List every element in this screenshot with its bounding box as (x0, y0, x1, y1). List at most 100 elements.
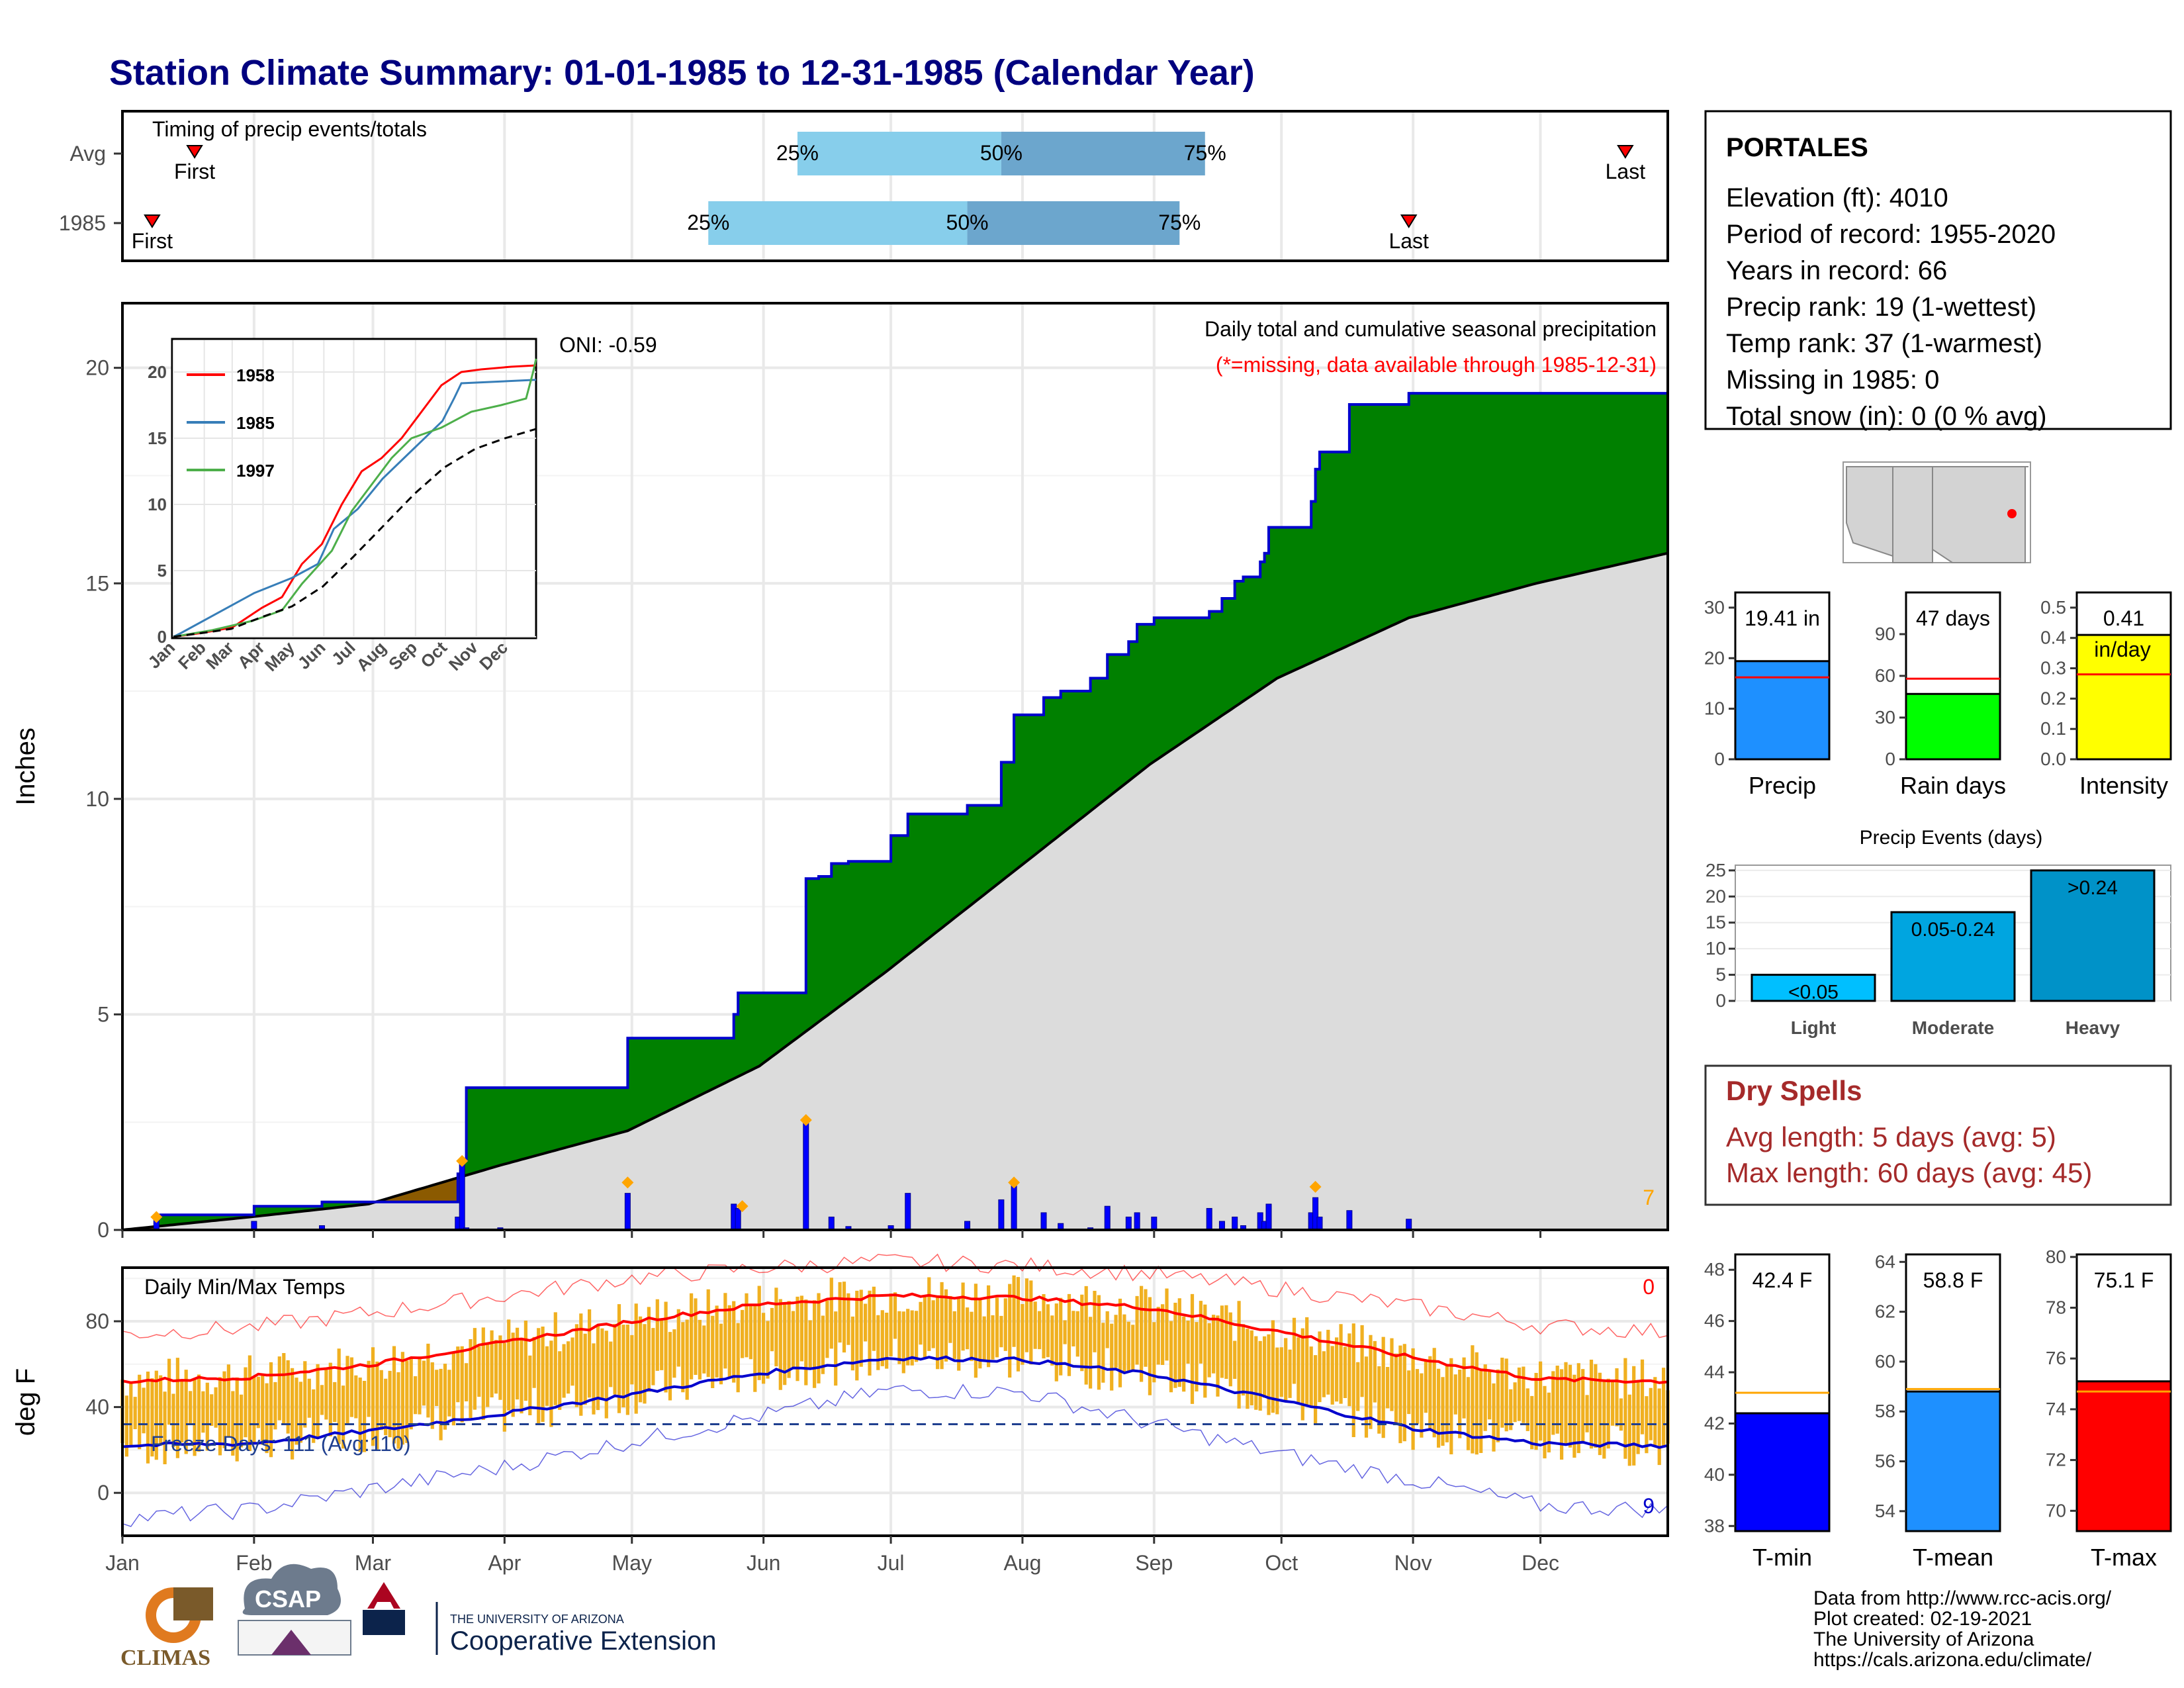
timing-q50-label: 50% (980, 141, 1023, 165)
intensity-unit-label: in/day (2094, 637, 2150, 661)
daily-precip-bar (803, 1119, 809, 1231)
record-max-line (122, 1253, 1668, 1340)
daily-precip-bar (998, 1199, 1005, 1231)
t-min-y-tick-label: 44 (1704, 1362, 1725, 1382)
t-max-category-label: T-max (2091, 1544, 2157, 1571)
t-min-y-tick-label: 42 (1704, 1413, 1725, 1433)
normal-max-line (122, 1292, 1668, 1384)
daily-precip-bar (828, 1216, 835, 1231)
station-location-marker (2007, 509, 2017, 518)
month-tick-label: Jun (747, 1551, 781, 1575)
precip-bar (1734, 660, 1831, 761)
ua-logo: THE UNIVERSITY OF ARIZONA Cooperative Ex… (363, 1582, 716, 1656)
rain-days-y-tick-label: 90 (1875, 624, 1895, 644)
record-low-count: 9 (1643, 1494, 1655, 1518)
inset-series-line (173, 428, 537, 638)
inset-legend-1997: 1997 (236, 461, 275, 481)
precip-events-title: Precip Events (days) (1860, 827, 2043, 849)
precip-events-bar-label: >0.24 (2068, 877, 2118, 899)
extreme-precip-marker (1008, 1176, 1021, 1189)
timing-last-marker (1617, 145, 1634, 159)
rain-days-y-tick-label: 30 (1875, 707, 1895, 727)
precip-events-category-label: Light (1791, 1017, 1836, 1038)
month-tick-label: Jul (878, 1551, 905, 1575)
timing-first-label: First (132, 229, 173, 253)
intensity-bar (2075, 633, 2172, 761)
timing-bar-25-50 (797, 132, 1001, 175)
temp-title: Daily Min/Max Temps (144, 1275, 345, 1299)
dry-spells-max: Max length: 60 days (avg: 45) (1726, 1157, 2092, 1188)
precip-events-category-label: Moderate (1912, 1017, 1994, 1038)
t-min-y-tick-label: 46 (1704, 1311, 1725, 1331)
precip-plot: 0 5 10 15 20 Inches ONI: -0.59 Daily total a… (11, 302, 1669, 1242)
dry-spells-title: Dry Spells (1726, 1075, 1862, 1106)
t-min-chart: 42.4 F T-min 38 40 42 44 46 48 (1704, 1253, 1831, 1571)
intensity-y-tick-label: 0.5 (2040, 597, 2066, 618)
precip-y-tick-label: 0 (97, 1218, 109, 1242)
precip-events-bar-moderate (1890, 911, 2016, 1002)
temp-y-tick-label: 0 (97, 1481, 109, 1505)
station-temp-rank: Temp rank: 37 (1-warmest) (1726, 329, 2042, 358)
timing-first-marker (186, 145, 203, 159)
precip-events-bar-label: <0.05 (1788, 982, 1839, 1004)
locator-map (1843, 461, 2031, 563)
t-mean-y-tick-label: 60 (1875, 1351, 1895, 1372)
t-max-y-tick-label: 78 (2046, 1297, 2066, 1318)
timing-bar-50-75 (1001, 132, 1205, 175)
precip-caption-missing: (*=missing, data available through 1985-… (1216, 353, 1657, 377)
station-period: Period of record: 1955-2020 (1726, 220, 2056, 249)
station-years: Years in record: 66 (1726, 256, 1947, 285)
t-max-y-tick-label: 74 (2046, 1399, 2066, 1419)
precip-value-label: 19.41 in (1745, 606, 1820, 630)
page-title: Station Climate Summary: 01-01-1985 to 1… (109, 53, 1255, 93)
daily-precip-bar (1151, 1216, 1158, 1231)
timing-q25-label: 25% (687, 211, 729, 234)
precip-events-bar-heavy (2030, 869, 2156, 1002)
timing-first-marker (144, 214, 161, 228)
precip-category-label: Precip (1749, 772, 1816, 799)
daily-precip-bar (905, 1193, 911, 1231)
inset-plot: 05101520JanFebMarAprMayJunJulAugSepOctNo… (144, 338, 537, 675)
intensity-y-tick-label: 0.3 (2040, 658, 2066, 679)
daily-precip-bar (1406, 1219, 1412, 1231)
station-info-box: PORTALES Elevation (ft): 4010 Period of … (1704, 110, 2172, 431)
extreme-count: 7 (1643, 1186, 1655, 1209)
extreme-precip-marker (150, 1211, 163, 1223)
precip-events-y-tick-label: 20 (1706, 886, 1726, 906)
precip-y-tick-label: 20 (85, 356, 109, 380)
station-elevation: Elevation (ft): 4010 (1726, 183, 1948, 212)
precip-events-y-tick-label: 10 (1706, 938, 1726, 959)
daily-precip-bar (1232, 1216, 1238, 1231)
t-min-category-label: T-min (1752, 1544, 1812, 1571)
climas-logo-text: CLIMAS (120, 1646, 210, 1670)
precip-y-tick-label: 10 (85, 787, 109, 811)
inset-y-tick-label: 20 (148, 362, 167, 382)
t-max-y-tick-label: 72 (2046, 1450, 2066, 1470)
precip-y-tick-label: 10 (1704, 698, 1725, 719)
precip-events-chart: Precip Events (days) 0 5 10 15 20 25 <0.05 Ligh… (1706, 827, 2171, 1038)
t-mean-y-tick-label: 56 (1875, 1451, 1895, 1472)
rain-days-category-label: Rain days (1900, 772, 2006, 799)
intensity-chart: 0.41 Intensity 0.0 0.1 0.2 0.3 0.4 0.5 (2040, 591, 2172, 799)
temp-y-tick-label: 80 (85, 1309, 109, 1333)
t-mean-chart: 58.8 F T-mean 54 56 58 60 62 64 (1875, 1251, 2001, 1571)
t-mean-value-label: 58.8 F (1923, 1268, 1983, 1292)
inset-y-tick-label: 5 (158, 561, 167, 581)
rain-days-value-label: 47 days (1916, 606, 1990, 630)
timing-row-label-1985: 1985 (59, 211, 106, 235)
daily-precip-bar (1040, 1212, 1047, 1231)
daily-precip-bar (1011, 1182, 1017, 1231)
inset-series-line (173, 364, 537, 638)
inset-legend-1958: 1958 (236, 365, 275, 385)
rain-days-bar (1905, 692, 2001, 761)
precip-y-tick-label: 20 (1704, 647, 1725, 668)
precip-y-tick-label: 15 (85, 571, 109, 595)
record-min-line (122, 1383, 1668, 1527)
extreme-precip-marker (736, 1200, 749, 1213)
timing-bar-50-75 (967, 201, 1180, 245)
extreme-precip-marker (621, 1176, 634, 1189)
inset-y-tick-label: 0 (158, 627, 167, 647)
intensity-category-label: Intensity (2079, 772, 2168, 799)
precip-y-axis-label: Inches (11, 727, 40, 806)
